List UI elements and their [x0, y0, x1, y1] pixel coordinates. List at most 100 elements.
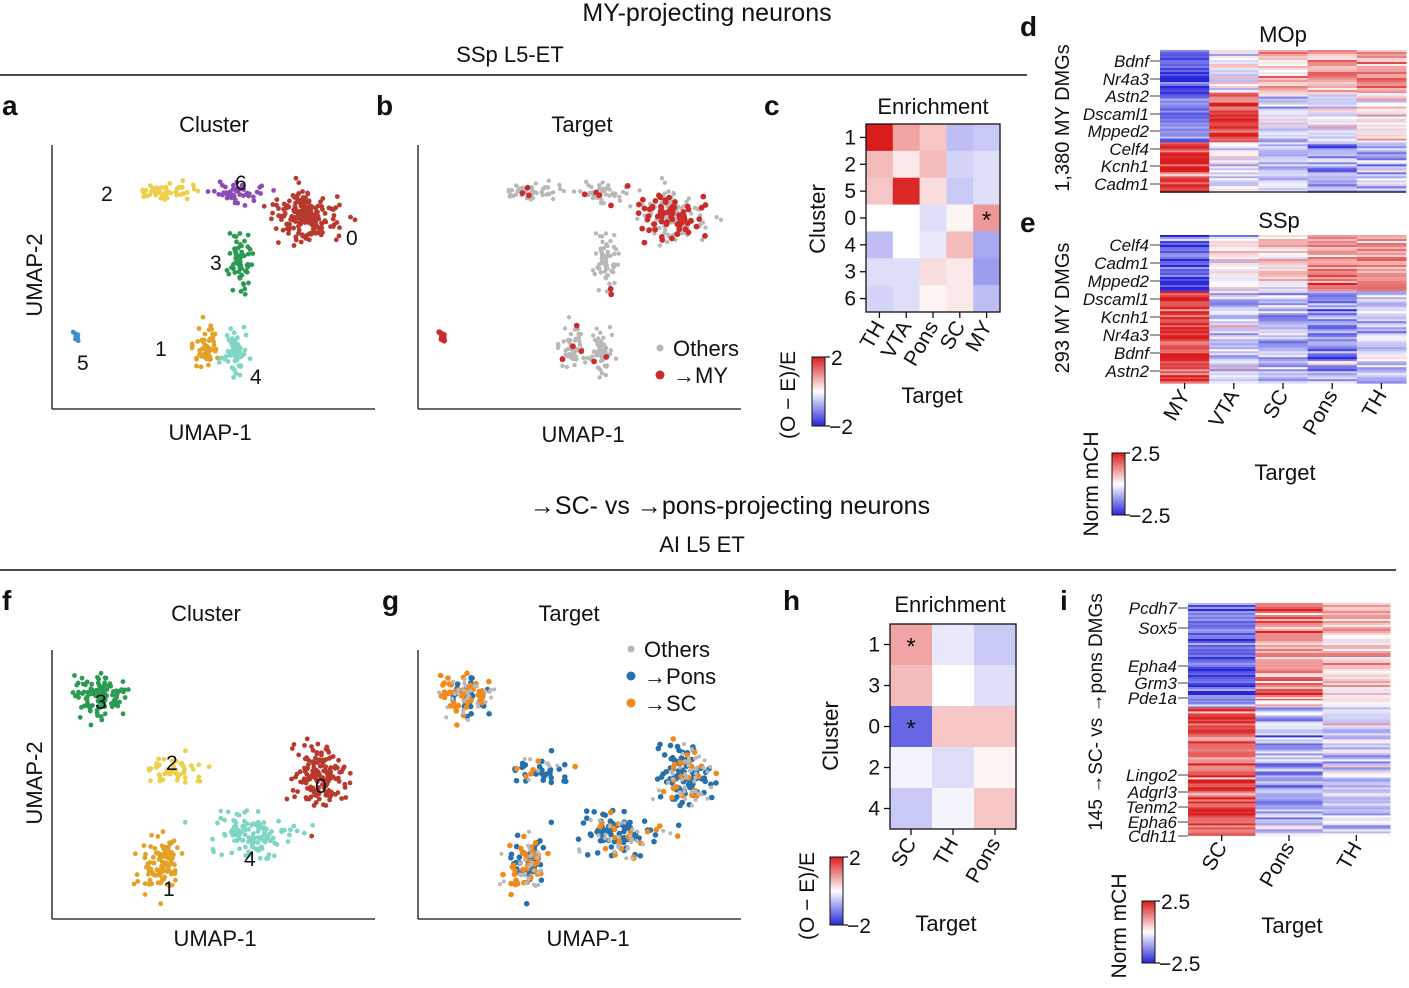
dmg-cell: [1258, 365, 1309, 368]
dmg-cell: [1258, 126, 1309, 130]
scatter-point: [294, 828, 300, 834]
scatter-point: [599, 234, 605, 239]
dmg-cell: [1160, 120, 1210, 124]
dmg-cell: [1209, 64, 1259, 67]
dmg-cell: [1160, 58, 1210, 61]
dmg-cell: [1307, 315, 1358, 318]
dmg-cell: [1356, 363, 1407, 366]
gene-label: Grm3: [1135, 674, 1178, 693]
scatter-point: [591, 809, 597, 815]
scatter-point: [236, 269, 242, 274]
dmg-cell: [1322, 769, 1391, 772]
dmg-cell: [1322, 669, 1391, 672]
scatter-point: [450, 696, 454, 701]
dmg-cell: [1160, 357, 1210, 360]
dmg-cell: [1209, 307, 1259, 310]
dmg-cell: [1160, 138, 1210, 142]
dmg-cell: [1258, 92, 1309, 96]
dmg-cell: [1322, 737, 1391, 740]
panel-i-xlabel: Target: [1261, 913, 1322, 938]
scatter-point: [694, 755, 699, 760]
dmg-cell: [1255, 709, 1324, 712]
scatter-point: [661, 828, 666, 833]
scatter-point: [666, 189, 671, 194]
dmg-cell: [1307, 255, 1358, 258]
scatter-point: [196, 762, 202, 768]
dmg-cell: [1188, 691, 1256, 694]
scatter-point: [289, 746, 295, 751]
dmg-cell: [1188, 704, 1256, 707]
dmg-cell: [1258, 315, 1309, 318]
dmg-cell: [1188, 665, 1256, 668]
dmg-cell: [1356, 293, 1407, 296]
dmg-cell: [1255, 805, 1324, 808]
scatter-point: [500, 871, 506, 878]
panel-g-xlabel: UMAP-1: [546, 926, 629, 951]
scatter-point: [683, 797, 688, 801]
dmg-cell: [1322, 675, 1391, 678]
dmg-cell: [1307, 110, 1358, 114]
scatter-point: [155, 850, 161, 856]
dmg-cell: [1160, 373, 1210, 376]
dmg-cell: [1255, 821, 1324, 824]
bottom-subtitle: AI L5 ET: [659, 532, 745, 557]
dmg-cell: [1255, 641, 1324, 644]
scatter-point: [700, 193, 707, 200]
dmg-cell: [1209, 281, 1259, 284]
colorbar-bar: [1111, 452, 1126, 516]
dmg-cell: [1322, 689, 1391, 692]
dmg-cell: [1258, 261, 1309, 264]
dmg-cell: [1255, 651, 1324, 654]
dmg-cell: [1255, 791, 1324, 794]
dmg-cell: [1356, 146, 1407, 149]
scatter-point: [231, 375, 237, 380]
scatter-point: [507, 842, 513, 849]
dmg-cell: [1188, 605, 1256, 608]
dmg-cell: [1322, 643, 1391, 646]
x-tick-label: VTA: [1205, 386, 1245, 432]
scatter-point: [195, 339, 201, 344]
dmg-cell: [1160, 62, 1210, 65]
dmg-cell: [1258, 110, 1309, 114]
dmg-cell: [1160, 275, 1210, 278]
x-tick-label: SC: [1197, 838, 1232, 875]
scatter-point: [492, 687, 497, 692]
dmg-cell: [1255, 795, 1324, 798]
dmg-cell: [1307, 76, 1358, 79]
scatter-point: [608, 844, 615, 850]
scatter-point: [511, 862, 517, 869]
scatter-point: [310, 226, 316, 232]
dmg-cell: [1160, 289, 1210, 292]
dmg-cell: [1209, 301, 1259, 304]
heat-cell: [919, 124, 947, 152]
dmg-cell: [1188, 677, 1256, 680]
dmg-cell: [1188, 767, 1256, 770]
dmg-cell: [1160, 66, 1210, 69]
scatter-point: [274, 202, 279, 208]
scatter-point: [684, 752, 691, 758]
dmg-cell: [1322, 771, 1391, 774]
gene-label: Bdnf: [1114, 344, 1151, 363]
scatter-point: [607, 286, 614, 292]
dmg-cell: [1209, 253, 1259, 256]
scatter-point: [272, 840, 278, 846]
heat-cell: [974, 624, 1017, 666]
scatter-point: [298, 239, 304, 245]
scatter-point: [675, 822, 682, 829]
panel-a-ylabel: UMAP-2: [22, 233, 47, 316]
scatter-point: [233, 255, 239, 261]
dmg-cell: [1356, 80, 1407, 83]
dmg-cell: [1188, 719, 1256, 722]
dmg-cell: [1322, 763, 1391, 766]
dmg-cell: [1307, 347, 1358, 350]
dmg-cell: [1160, 255, 1210, 258]
dmg-cell: [1322, 619, 1391, 622]
scatter-point: [296, 752, 302, 758]
scatter-point: [615, 262, 620, 267]
dmg-cell: [1356, 267, 1407, 270]
scatter-point: [305, 209, 310, 215]
scatter-point: [607, 838, 612, 843]
dmg-cell: [1356, 341, 1407, 344]
heat-cell: [919, 177, 947, 206]
dmg-cell: [1209, 371, 1259, 374]
